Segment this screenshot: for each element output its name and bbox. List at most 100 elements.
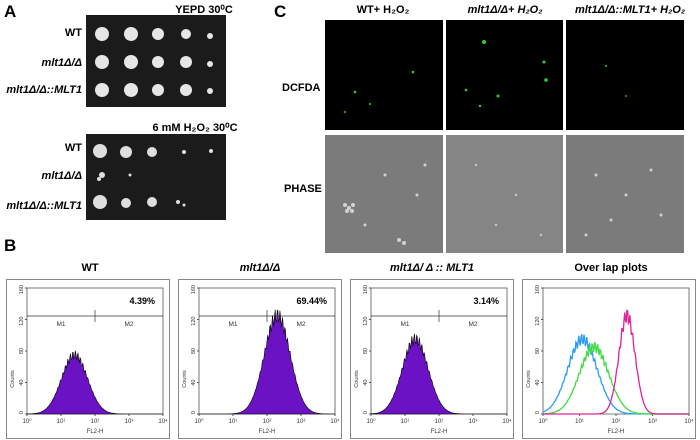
overlay-series-line [543, 309, 689, 415]
row-label-mutant-a2: mlt1Δ/Δ [41, 170, 82, 182]
phase-wt-image [325, 135, 443, 253]
row-label-wt-a2: WT [64, 142, 82, 154]
x-tick-label: 10¹ [575, 419, 584, 425]
dcfda-wt-image [325, 20, 443, 130]
dcfda-complemented-dots [605, 65, 627, 97]
x-axis-label: FL2-H [87, 429, 104, 435]
x-tick-label: 10⁰ [22, 418, 32, 425]
x-tick-label: 10² [91, 419, 100, 425]
x-tick-label: 10² [435, 419, 444, 425]
y-tick-label: 80 [19, 348, 25, 354]
phase-mutant-cells [474, 163, 543, 237]
gate-m2-label: M2 [296, 321, 305, 328]
phase-complemented-image [566, 135, 684, 253]
panel-c-label: C [274, 2, 287, 21]
plot-frame [370, 287, 508, 415]
y-tick-label: 120 [19, 317, 25, 326]
y-tick-label: 40 [19, 380, 25, 386]
x-tick-label: 10² [612, 419, 621, 425]
dcfda-wt-dots [344, 70, 415, 113]
y-tick-label: 160 [19, 285, 25, 294]
plot-frame [542, 287, 690, 415]
panel-b-label: B [4, 236, 17, 255]
y-tick-label: 40 [363, 380, 369, 386]
y-tick-label: 160 [363, 285, 369, 294]
h2o2-plate-image [86, 134, 226, 220]
y-tick-label: 120 [191, 317, 197, 326]
x-tick-label: 10⁰ [366, 418, 376, 425]
gate-percent: 69.44% [296, 296, 327, 306]
dcfda-complemented-image [566, 20, 684, 130]
col-title-wt: WT+ H₂O₂ [356, 4, 410, 16]
gate-m2-label: M2 [468, 321, 477, 328]
row-label-mutant-a1: mlt1Δ/Δ [41, 57, 82, 69]
x-tick-label: 10² [263, 419, 272, 425]
histogram-mutant: 0 40 80 120 160 10⁰ 10¹ 10² 10³ 10⁴ FL2-H Counts M1 M… [178, 279, 342, 439]
y-tick-label: 160 [535, 285, 541, 294]
y-tick-label: 160 [191, 285, 197, 294]
hist-title-mutant: mlt1Δ/Δ [239, 262, 281, 274]
y-tick-label: 120 [363, 317, 369, 326]
x-tick-label: 10¹ [229, 419, 238, 425]
x-axis-label: FL2-H [259, 429, 276, 435]
x-tick-label: 10⁴ [684, 418, 694, 425]
row-label-complemented-a1: mlt1Δ/Δ::MLT1 [6, 84, 82, 96]
plate-h2o2-title: 6 mM H₂O₂ 30⁰C [152, 122, 238, 134]
gate-m1-label: M1 [228, 321, 237, 328]
x-tick-label: 10³ [125, 419, 134, 425]
y-tick-label: 40 [191, 380, 197, 386]
row-label-complemented-a2: mlt1Δ/Δ::MLT1 [6, 200, 82, 212]
y-tick-label: 80 [191, 348, 197, 354]
y-tick-label: 80 [363, 348, 369, 354]
yepd-plate-image [86, 15, 226, 107]
histogram-area [370, 333, 507, 415]
row-label-phase: PHASE [284, 183, 322, 195]
col-title-complemented: mlt1Δ/Δ::MLT1+ H₂O₂ [574, 4, 686, 16]
x-tick-label: 10³ [469, 419, 478, 425]
dcfda-mutant-dots [464, 40, 548, 108]
x-tick-label: 10⁴ [158, 418, 168, 425]
y-axis-label: Counts [526, 370, 532, 388]
gate-percent: 4.39% [129, 296, 155, 306]
gate-percent: 3.14% [473, 296, 499, 306]
row-label-dcfda: DCFDA [282, 82, 321, 94]
yepd-spots [95, 27, 213, 97]
panel-a-label: A [4, 2, 17, 21]
plate-yepd-title: YEPD 30⁰C [175, 4, 233, 16]
gate-m2-label: M2 [124, 321, 133, 328]
histogram-complemented: 0 40 80 120 160 10⁰ 10¹ 10² 10³ 10⁴ FL2-H Counts M1 M… [350, 279, 514, 439]
hist-title-overlay: Over lap plots [574, 262, 648, 274]
y-axis-label: Counts [10, 370, 16, 388]
x-tick-label: 10⁰ [194, 418, 204, 425]
x-tick-label: 10⁴ [330, 418, 340, 425]
x-tick-label: 10⁰ [538, 418, 548, 425]
histogram-area [26, 350, 163, 415]
x-tick-label: 10³ [297, 419, 306, 425]
x-tick-label: 10⁴ [502, 418, 512, 425]
y-tick-label: 80 [535, 348, 541, 354]
phase-complemented-cells [584, 168, 663, 237]
row-label-wt-a1: WT [64, 27, 82, 39]
y-axis-label: Counts [182, 370, 188, 388]
hist-title-complemented: mlt1Δ/ Δ :: MLT1 [389, 262, 475, 274]
y-tick-label: 0 [363, 411, 369, 414]
histogram-area [199, 309, 335, 415]
x-axis-label: FL2-H [608, 429, 625, 435]
y-tick-label: 0 [535, 411, 541, 414]
gate-m1-label: M1 [56, 321, 65, 328]
y-tick-label: 40 [535, 380, 541, 386]
y-tick-label: 120 [535, 317, 541, 326]
dcfda-mutant-image [446, 20, 563, 130]
histogram-wt: 0 40 80 120 160 10⁰ 10¹ 10² 10³ 10⁴ FL2-H Counts M1 M… [6, 279, 170, 439]
phase-mutant-image [446, 135, 563, 253]
gate-m1-label: M1 [400, 321, 409, 328]
hist-title-wt: WT [81, 262, 99, 274]
x-tick-label: 10³ [648, 419, 657, 425]
y-axis-label: Counts [354, 370, 360, 388]
histogram-overlay: 0 40 80 120 160 10⁰ 10¹ 10² 10³ 10⁴ FL2-H Counts [522, 279, 696, 439]
col-title-mutant: mlt1Δ/Δ+ H₂O₂ [467, 4, 543, 16]
y-tick-label: 0 [191, 411, 197, 414]
phase-wt-cells [343, 163, 427, 245]
x-tick-label: 10¹ [57, 419, 66, 425]
x-tick-label: 10¹ [401, 419, 410, 425]
